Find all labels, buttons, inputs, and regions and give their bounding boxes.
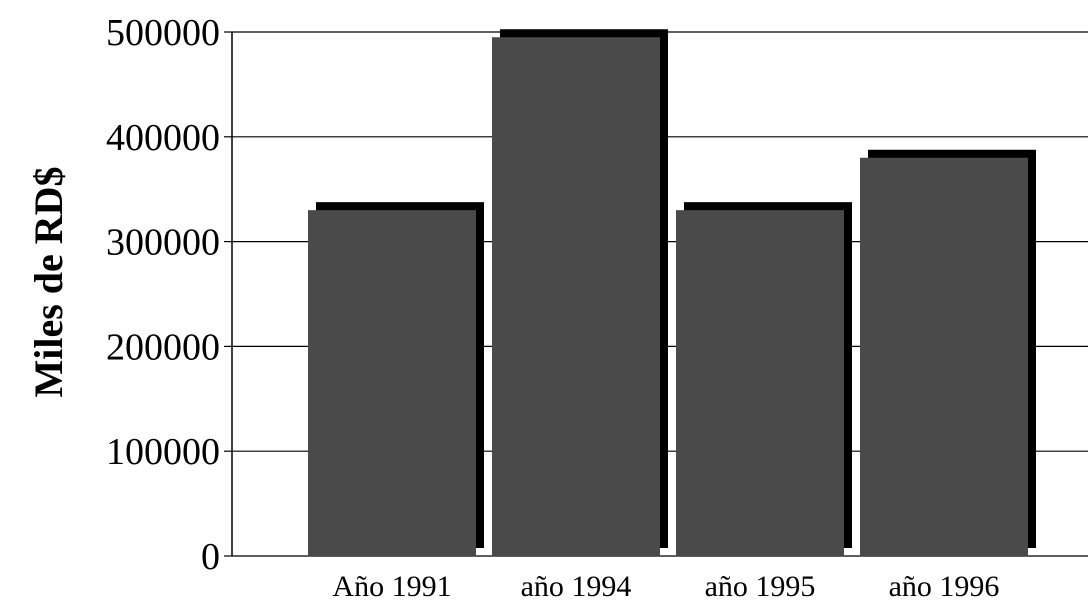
y-tick-label: 200000 bbox=[106, 326, 220, 368]
x-category-label: año 1994 bbox=[521, 570, 632, 603]
y-tick-label: 300000 bbox=[106, 222, 220, 264]
x-category-label: Año 1991 bbox=[332, 570, 451, 603]
y-tick-labels: 0 100000 200000 300000 400000 500000 bbox=[106, 12, 220, 578]
bars bbox=[308, 29, 1036, 557]
y-tick-label: 500000 bbox=[106, 12, 220, 54]
y-axis-label: Miles de RD$ bbox=[26, 166, 71, 397]
y-tick-label: 0 bbox=[201, 536, 220, 578]
x-category-label: año 1995 bbox=[705, 570, 816, 603]
y-tick-label: 400000 bbox=[106, 117, 220, 159]
bar bbox=[308, 210, 476, 556]
bar bbox=[860, 157, 1028, 556]
x-category-label: año 1996 bbox=[889, 570, 1000, 603]
bar bbox=[676, 210, 844, 556]
bar bbox=[492, 37, 660, 557]
x-category-labels: Año 1991 año 1994 año 1995 año 1996 bbox=[332, 570, 999, 603]
y-tick-label: 100000 bbox=[106, 431, 220, 473]
